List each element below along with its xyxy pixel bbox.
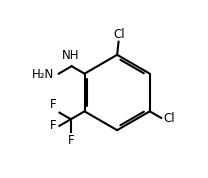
Text: Cl: Cl [114, 28, 125, 41]
Text: H₂N: H₂N [32, 68, 54, 81]
Text: Cl: Cl [163, 112, 175, 125]
Text: NH: NH [62, 49, 79, 62]
Text: F: F [50, 98, 57, 111]
Text: F: F [50, 119, 57, 132]
Text: F: F [68, 134, 74, 147]
